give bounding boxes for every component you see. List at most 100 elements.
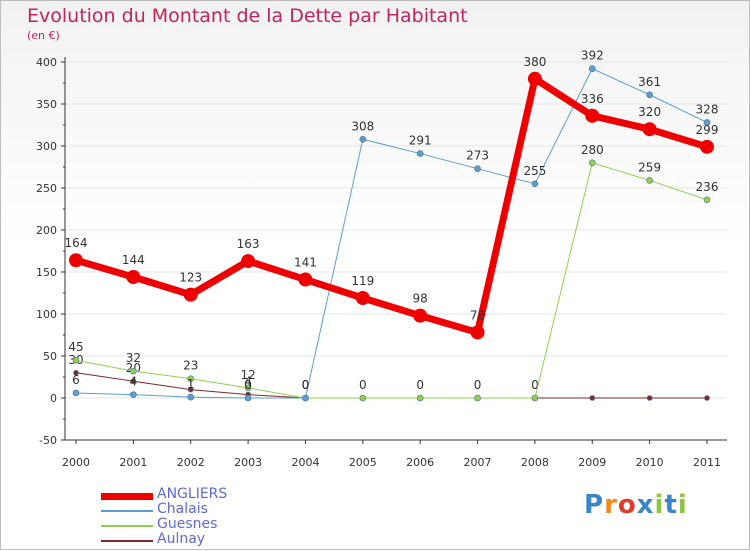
data-point-angliers bbox=[126, 270, 141, 285]
data-point-angliers bbox=[585, 108, 600, 123]
data-point-aulnay bbox=[646, 395, 653, 401]
data-label-chalais: 273 bbox=[466, 149, 489, 163]
data-label-guesnes: 259 bbox=[638, 160, 661, 174]
data-point-chalais bbox=[416, 150, 424, 157]
data-label-guesnes: 236 bbox=[696, 180, 719, 194]
logo-letter: i bbox=[654, 490, 665, 520]
x-tick-label: 2004 bbox=[291, 456, 319, 469]
data-label-angliers: 78 bbox=[470, 308, 485, 322]
data-label-aulnay: 0 bbox=[531, 378, 539, 392]
y-tick-label: 400 bbox=[36, 56, 57, 69]
data-point-chalais bbox=[130, 391, 137, 398]
data-label-guesnes: 32 bbox=[126, 351, 141, 365]
data-point-guesnes bbox=[531, 394, 539, 402]
data-point-chalais bbox=[187, 393, 195, 401]
data-point-angliers bbox=[298, 272, 313, 287]
data-label-aulnay: 0 bbox=[302, 378, 310, 392]
data-label-chalais: 291 bbox=[409, 134, 432, 148]
y-tick-label: 250 bbox=[36, 182, 57, 195]
y-tick-label: -50 bbox=[39, 434, 57, 447]
data-label-angliers: 336 bbox=[581, 92, 604, 106]
legend-label-chalais: Chalais bbox=[157, 501, 208, 517]
data-point-guesnes bbox=[244, 384, 252, 392]
logo-letter: r bbox=[604, 490, 618, 520]
series-line-angliers bbox=[72, 75, 711, 336]
data-label-angliers: 119 bbox=[351, 274, 374, 288]
data-label-guesnes: 45 bbox=[68, 340, 83, 354]
chart-title: Evolution du Montant de la Dette par Hab… bbox=[27, 5, 468, 27]
logo-letter: o bbox=[617, 490, 637, 520]
y-tick-label: 200 bbox=[36, 224, 57, 237]
data-label-chalais: 361 bbox=[638, 75, 661, 89]
data-point-guesnes bbox=[703, 196, 711, 204]
y-tick-label: 0 bbox=[50, 392, 57, 405]
legend-swatch-aulnay bbox=[101, 540, 153, 542]
y-tick-label: 300 bbox=[36, 140, 57, 153]
data-point-guesnes bbox=[646, 177, 653, 184]
data-point-aulnay bbox=[130, 378, 137, 385]
data-point-chalais bbox=[244, 394, 252, 402]
data-label-chalais: 392 bbox=[581, 49, 604, 63]
data-label-guesnes: 12 bbox=[240, 368, 255, 382]
legend-label-aulnay: Aulnay bbox=[157, 531, 206, 547]
data-label-angliers: 141 bbox=[294, 256, 317, 270]
data-point-angliers bbox=[642, 122, 657, 137]
data-label-chalais: 6 bbox=[72, 373, 80, 387]
series-line-aulnay bbox=[75, 372, 708, 399]
logo-letter: x bbox=[636, 490, 655, 520]
data-point-angliers bbox=[470, 325, 485, 340]
x-tick-label: 2007 bbox=[464, 456, 492, 469]
data-label-aulnay: 0 bbox=[359, 378, 367, 392]
data-label-angliers: 380 bbox=[523, 55, 546, 69]
data-point-guesnes bbox=[588, 159, 596, 167]
data-label-chalais: 0 bbox=[302, 378, 310, 392]
x-tick-label: 2009 bbox=[578, 456, 606, 469]
data-label-chalais: 308 bbox=[351, 119, 374, 133]
data-point-chalais bbox=[646, 91, 653, 99]
logo-letter: i bbox=[677, 490, 688, 520]
data-point-angliers bbox=[183, 287, 198, 302]
x-tick-label: 2008 bbox=[521, 456, 549, 469]
logo-letter: P bbox=[584, 490, 605, 520]
data-point-aulnay bbox=[187, 386, 194, 393]
data-point-guesnes bbox=[130, 367, 137, 375]
data-label-chalais: 255 bbox=[523, 164, 546, 178]
data-point-chalais bbox=[302, 394, 309, 402]
data-label-aulnay: 4 bbox=[244, 375, 252, 389]
x-tick-label: 2005 bbox=[349, 456, 377, 469]
data-point-chalais bbox=[703, 119, 711, 126]
data-label-angliers: 163 bbox=[237, 237, 260, 251]
data-point-chalais bbox=[474, 165, 481, 172]
data-label-angliers: 164 bbox=[65, 236, 88, 250]
data-point-guesnes bbox=[474, 394, 481, 402]
data-point-chalais bbox=[531, 180, 539, 188]
proxiti-logo: Proxiti bbox=[584, 490, 688, 520]
data-label-angliers: 123 bbox=[179, 271, 202, 285]
chart-unit-subtitle: (en €) bbox=[27, 29, 60, 42]
data-point-aulnay bbox=[589, 395, 596, 401]
data-label-angliers: 144 bbox=[122, 253, 145, 267]
x-tick-label: 2003 bbox=[234, 456, 262, 469]
legend-swatch-chalais bbox=[101, 510, 153, 512]
data-point-angliers bbox=[241, 254, 256, 269]
x-tick-label: 2002 bbox=[177, 456, 205, 469]
data-label-chalais: 328 bbox=[696, 102, 719, 116]
data-point-guesnes bbox=[187, 375, 195, 382]
data-point-angliers bbox=[527, 71, 542, 86]
legend-label-angliers: ANGLIERS bbox=[157, 486, 228, 502]
logo-letter: t bbox=[664, 490, 678, 520]
data-point-guesnes bbox=[416, 394, 424, 402]
data-label-angliers: 98 bbox=[413, 292, 428, 306]
x-tick-label: 2010 bbox=[636, 456, 664, 469]
data-point-angliers bbox=[413, 308, 428, 323]
data-point-chalais bbox=[72, 389, 80, 397]
y-tick-label: 100 bbox=[36, 308, 57, 321]
data-label-aulnay: 0 bbox=[474, 378, 482, 392]
legend-label-guesnes: Guesnes bbox=[157, 516, 218, 532]
x-tick-label: 2001 bbox=[119, 456, 147, 469]
y-tick-label: 50 bbox=[43, 350, 57, 363]
x-tick-label: 2000 bbox=[62, 456, 90, 469]
data-point-angliers bbox=[700, 139, 714, 154]
data-label-chalais: 0 bbox=[244, 378, 252, 392]
